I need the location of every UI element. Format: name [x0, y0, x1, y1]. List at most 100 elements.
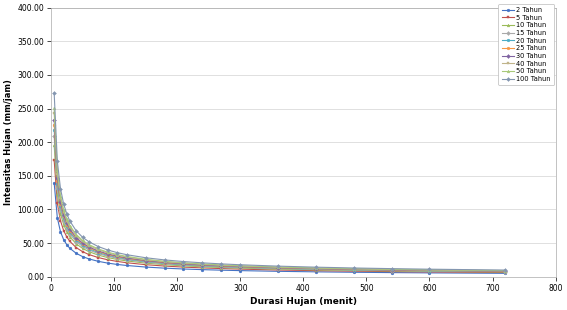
10 Tahun — [57, 212, 64, 215]
40 Tahun — [114, 253, 121, 257]
50 Tahun — [237, 264, 244, 268]
20 Tahun — [79, 243, 86, 247]
5 Tahun — [79, 250, 86, 254]
100 Tahun — [123, 253, 130, 257]
25 Tahun — [86, 246, 92, 250]
10 Tahun — [388, 269, 395, 273]
30 Tahun — [274, 266, 281, 269]
10 Tahun — [199, 265, 206, 269]
40 Tahun — [142, 258, 149, 262]
2 Tahun — [123, 264, 130, 267]
25 Tahun — [426, 268, 433, 272]
100 Tahun — [54, 159, 61, 163]
Line: 40 Tahun: 40 Tahun — [53, 112, 506, 272]
40 Tahun — [388, 268, 395, 271]
15 Tahun — [86, 248, 92, 252]
25 Tahun — [79, 242, 86, 246]
15 Tahun — [502, 270, 509, 273]
100 Tahun — [86, 240, 92, 244]
20 Tahun — [312, 267, 319, 271]
2 Tahun — [104, 261, 111, 265]
2 Tahun — [54, 216, 61, 220]
50 Tahun — [218, 263, 225, 267]
30 Tahun — [73, 236, 79, 239]
50 Tahun — [60, 208, 67, 212]
10 Tahun — [79, 246, 86, 250]
5 Tahun — [426, 270, 433, 274]
20 Tahun — [114, 255, 121, 259]
5 Tahun — [57, 219, 64, 223]
10 Tahun — [312, 268, 319, 272]
25 Tahun — [104, 253, 111, 256]
30 Tahun — [66, 228, 73, 231]
20 Tahun — [218, 264, 225, 268]
5 Tahun — [66, 240, 73, 243]
40 Tahun — [95, 248, 101, 252]
15 Tahun — [57, 207, 64, 211]
25 Tahun — [95, 250, 101, 254]
15 Tahun — [54, 186, 61, 190]
2 Tahun — [142, 265, 149, 269]
50 Tahun — [66, 224, 73, 228]
2 Tahun — [66, 246, 73, 250]
Y-axis label: Intensitas Hujan (mm/jam): Intensitas Hujan (mm/jam) — [4, 79, 13, 205]
5 Tahun — [502, 271, 509, 274]
15 Tahun — [312, 268, 319, 271]
100 Tahun — [388, 267, 395, 271]
30 Tahun — [86, 245, 92, 249]
20 Tahun — [426, 269, 433, 272]
30 Tahun — [51, 118, 58, 122]
2 Tahun — [350, 270, 357, 274]
30 Tahun — [199, 263, 206, 267]
2 Tahun — [51, 181, 58, 185]
25 Tahun — [142, 259, 149, 263]
10 Tahun — [350, 268, 357, 272]
Line: 25 Tahun: 25 Tahun — [53, 123, 506, 272]
40 Tahun — [312, 266, 319, 270]
50 Tahun — [426, 268, 433, 272]
Line: 100 Tahun: 100 Tahun — [53, 92, 506, 272]
15 Tahun — [237, 266, 244, 269]
Line: 30 Tahun: 30 Tahun — [53, 119, 506, 272]
Line: 5 Tahun: 5 Tahun — [53, 159, 506, 274]
2 Tahun — [274, 269, 281, 273]
25 Tahun — [274, 266, 281, 270]
15 Tahun — [73, 240, 79, 243]
2 Tahun — [199, 268, 206, 272]
20 Tahun — [73, 238, 79, 242]
30 Tahun — [180, 262, 187, 266]
40 Tahun — [199, 263, 206, 266]
5 Tahun — [161, 264, 168, 268]
5 Tahun — [60, 229, 67, 232]
100 Tahun — [95, 245, 101, 248]
5 Tahun — [114, 259, 121, 263]
20 Tahun — [51, 128, 58, 131]
50 Tahun — [388, 268, 395, 271]
10 Tahun — [66, 235, 73, 239]
20 Tahun — [57, 204, 64, 208]
10 Tahun — [123, 259, 130, 263]
50 Tahun — [73, 233, 79, 237]
20 Tahun — [350, 268, 357, 272]
10 Tahun — [426, 269, 433, 273]
20 Tahun — [64, 224, 70, 228]
5 Tahun — [142, 263, 149, 267]
10 Tahun — [86, 250, 92, 254]
25 Tahun — [60, 215, 67, 218]
30 Tahun — [161, 260, 168, 264]
15 Tahun — [114, 256, 121, 260]
2 Tahun — [57, 230, 64, 234]
40 Tahun — [86, 244, 92, 247]
30 Tahun — [218, 264, 225, 268]
15 Tahun — [64, 227, 70, 231]
30 Tahun — [64, 221, 70, 225]
15 Tahun — [104, 255, 111, 258]
2 Tahun — [79, 255, 86, 259]
2 Tahun — [388, 271, 395, 274]
10 Tahun — [180, 264, 187, 268]
100 Tahun — [114, 251, 121, 255]
40 Tahun — [73, 234, 79, 238]
20 Tahun — [180, 263, 187, 266]
50 Tahun — [123, 255, 130, 258]
40 Tahun — [350, 267, 357, 271]
